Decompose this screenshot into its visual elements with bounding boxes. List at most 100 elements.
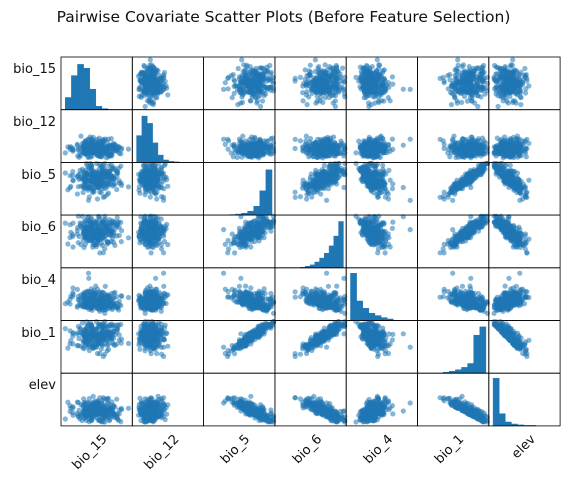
point: [441, 78, 447, 84]
panel-bio_5-vs-bio_12: [131, 160, 205, 216]
point: [74, 142, 80, 148]
point: [152, 77, 158, 83]
panel-bio_15-vs-bio_12: [131, 56, 205, 111]
point: [468, 134, 474, 140]
point: [522, 65, 528, 72]
point: [292, 145, 298, 152]
point: [106, 145, 112, 151]
point: [508, 89, 514, 95]
panel-bio_5-vs-bio_15: [60, 160, 133, 216]
point: [508, 145, 514, 151]
point: [307, 69, 314, 76]
point: [370, 151, 377, 157]
point: [310, 179, 316, 185]
point: [518, 102, 524, 108]
point: [161, 162, 167, 168]
point: [327, 153, 333, 159]
point: [469, 145, 475, 151]
point: [450, 138, 456, 144]
point: [81, 172, 87, 178]
point: [151, 88, 157, 94]
point: [152, 190, 158, 196]
point: [524, 136, 530, 142]
point: [445, 86, 451, 92]
point: [165, 183, 171, 189]
point: [158, 181, 164, 187]
point: [313, 167, 319, 173]
point: [242, 73, 248, 79]
point: [493, 71, 499, 77]
point: [114, 215, 120, 221]
point: [464, 152, 470, 158]
point: [313, 145, 319, 151]
point: [222, 141, 228, 147]
point: [251, 91, 257, 97]
point: [91, 226, 97, 232]
point: [98, 143, 104, 149]
point: [116, 219, 122, 225]
point: [94, 196, 101, 202]
point: [342, 146, 348, 152]
point: [386, 145, 392, 151]
point: [77, 167, 83, 173]
point: [513, 100, 519, 106]
point: [475, 150, 481, 156]
point: [165, 92, 171, 98]
point: [125, 146, 132, 152]
panel-bio_15-vs-bio_6: [274, 56, 348, 111]
point: [514, 92, 521, 98]
point: [500, 145, 506, 151]
point: [161, 75, 167, 81]
point: [116, 165, 122, 171]
point: [70, 244, 76, 250]
point: [118, 239, 124, 245]
point: [137, 78, 143, 84]
point: [390, 181, 396, 187]
point: [470, 73, 476, 79]
point: [378, 172, 384, 178]
point: [74, 231, 80, 237]
point: [98, 222, 104, 228]
point: [455, 69, 461, 75]
point: [386, 167, 392, 173]
point: [125, 235, 132, 241]
point: [332, 178, 338, 184]
point: [450, 197, 456, 203]
point: [479, 64, 485, 70]
point: [457, 179, 463, 185]
point: [82, 181, 88, 187]
point: [507, 162, 513, 168]
panel-bio_15-vs-bio_5: [203, 56, 277, 111]
point: [67, 185, 73, 191]
point: [158, 89, 164, 95]
point: [469, 178, 475, 184]
point: [305, 77, 311, 83]
point: [503, 140, 509, 147]
point: [303, 82, 309, 88]
point: [137, 86, 143, 92]
point: [356, 138, 362, 144]
point: [524, 75, 530, 81]
hist-bar-bio_12: [147, 123, 153, 163]
point: [508, 84, 514, 90]
panel-bio_5-vs-elev: [488, 160, 561, 216]
point: [325, 181, 332, 187]
point: [153, 95, 159, 101]
point: [356, 78, 362, 84]
point: [161, 194, 167, 200]
point: [268, 84, 274, 90]
point: [526, 83, 532, 89]
point: [237, 86, 243, 92]
hist-bar-bio_15: [65, 97, 72, 110]
point: [360, 178, 366, 184]
point: [268, 136, 274, 142]
point: [245, 79, 251, 85]
point: [240, 69, 246, 75]
point: [481, 138, 487, 144]
point: [303, 138, 309, 144]
point: [148, 98, 154, 104]
point: [341, 153, 347, 159]
point: [451, 92, 457, 98]
point: [492, 77, 499, 83]
point: [88, 167, 94, 173]
